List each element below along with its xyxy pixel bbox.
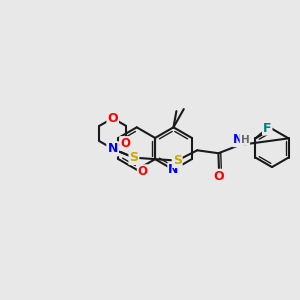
Text: S: S xyxy=(129,151,138,164)
Text: N: N xyxy=(107,142,118,155)
Text: O: O xyxy=(107,112,118,125)
Text: O: O xyxy=(138,165,148,178)
Text: F: F xyxy=(263,122,272,135)
Text: N: N xyxy=(107,142,118,155)
Text: O: O xyxy=(214,170,224,183)
Text: N: N xyxy=(233,133,243,146)
Text: O: O xyxy=(120,137,130,150)
Text: N: N xyxy=(168,163,179,176)
Text: H: H xyxy=(241,135,249,145)
Text: S: S xyxy=(173,154,182,167)
